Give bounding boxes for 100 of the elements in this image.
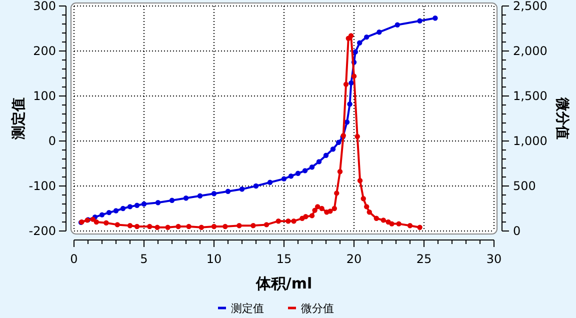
point (309, 164, 315, 170)
x-tick-label: 10 (206, 252, 222, 266)
point (99, 212, 105, 218)
point (211, 224, 217, 230)
point (351, 74, 357, 79)
legend-label: 测定值 (231, 302, 264, 315)
point (315, 204, 320, 210)
x-tick-label: 0 (70, 252, 78, 266)
point (165, 224, 170, 230)
point (253, 183, 259, 189)
point (309, 213, 315, 218)
point (113, 208, 119, 214)
point (334, 190, 340, 196)
y2-tick-label: 2,000 (513, 44, 548, 58)
point (147, 224, 152, 230)
point (141, 201, 147, 207)
point (264, 222, 270, 228)
y2-tick-label: 1,500 (513, 89, 548, 104)
point (197, 193, 203, 198)
point (94, 219, 99, 225)
point (225, 188, 231, 194)
point (394, 22, 400, 28)
point (198, 224, 204, 230)
point (417, 224, 422, 230)
point (134, 224, 140, 230)
point (239, 186, 245, 192)
x-tick-label: 25 (416, 252, 432, 266)
x-tick-label: 15 (276, 252, 292, 266)
point (352, 49, 358, 54)
point (120, 206, 126, 212)
point (432, 16, 438, 21)
y-tick-label: -100 (28, 179, 56, 194)
point (357, 178, 363, 184)
point (90, 216, 96, 222)
point (323, 152, 329, 158)
point (169, 198, 175, 203)
y-tick-label: 0 (48, 134, 56, 148)
x-tick-label: 30 (486, 252, 502, 266)
x-tick-label: 20 (346, 252, 362, 266)
point (286, 218, 291, 224)
point (183, 196, 189, 201)
point (134, 202, 140, 208)
point (357, 40, 362, 46)
point (312, 208, 318, 213)
point (348, 33, 354, 38)
point (364, 204, 370, 210)
y-tick-label: 200 (33, 44, 56, 58)
point (360, 196, 366, 202)
point (417, 18, 422, 24)
point (186, 224, 192, 230)
point (328, 208, 333, 214)
y-tick-label: -200 (28, 224, 56, 238)
point (127, 204, 133, 210)
x-tick-label: 5 (140, 252, 148, 266)
point (211, 191, 217, 196)
point (281, 176, 287, 182)
point (366, 210, 372, 215)
y2-tick-label: 0 (513, 224, 521, 238)
point (267, 180, 273, 185)
point (291, 218, 296, 224)
y-axis-title: 测定值 (10, 98, 27, 140)
x-axis-title: 体积/ml (254, 274, 312, 292)
point (389, 221, 394, 226)
point (364, 34, 370, 40)
point (222, 224, 228, 230)
point (127, 223, 133, 228)
point (176, 224, 181, 230)
point (106, 210, 112, 216)
point (316, 159, 322, 164)
point (104, 220, 109, 226)
point (302, 168, 308, 174)
point (303, 214, 308, 220)
point (348, 80, 354, 86)
point (332, 206, 337, 212)
point (343, 82, 349, 87)
point (337, 169, 343, 174)
point (376, 30, 382, 35)
y-tick-label: 100 (33, 89, 56, 104)
point (330, 146, 336, 152)
point (380, 218, 386, 223)
y2-tick-label: 1,000 (513, 134, 548, 148)
legend-label: 微分值 (301, 302, 334, 315)
point (154, 224, 160, 230)
point (347, 102, 352, 107)
point (155, 200, 161, 206)
point (407, 223, 413, 228)
point (114, 222, 120, 228)
point (250, 223, 256, 228)
y-tick-label: 300 (33, 0, 56, 14)
point (236, 223, 242, 228)
point (319, 206, 324, 212)
y2-tick-label: 2,500 (513, 0, 548, 14)
point (336, 140, 342, 145)
y2-axis-title: 微分值 (554, 96, 570, 140)
point (295, 170, 301, 176)
y2-tick-label: 500 (513, 179, 536, 194)
point (354, 134, 360, 140)
point (396, 221, 402, 226)
point (288, 174, 294, 179)
point (276, 218, 281, 224)
